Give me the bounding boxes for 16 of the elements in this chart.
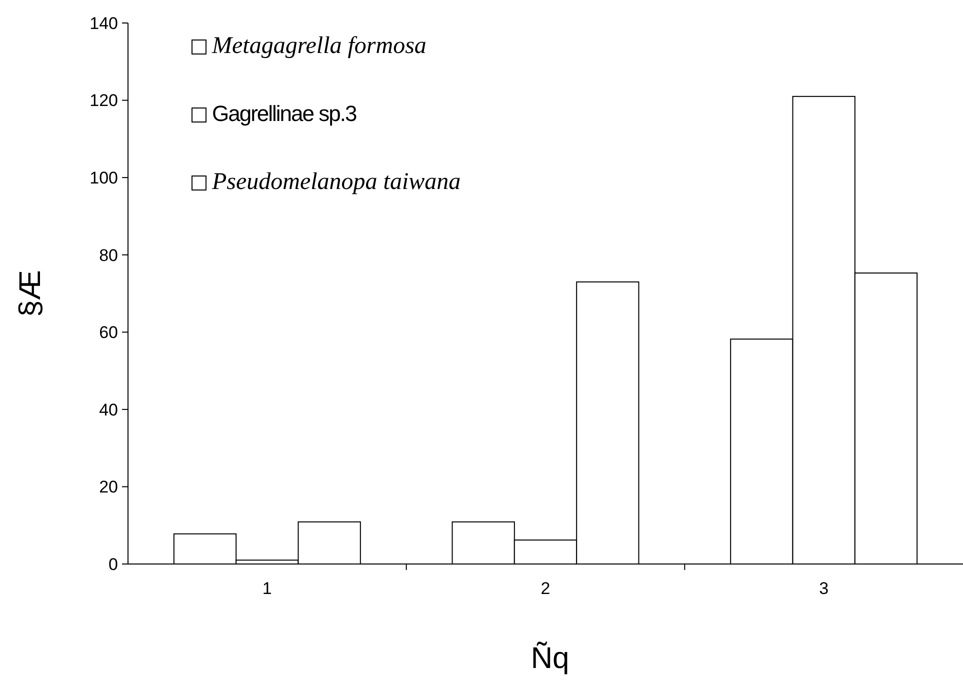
y-tick-label: 140 bbox=[90, 14, 118, 33]
y-tick-label: 80 bbox=[99, 246, 118, 265]
y-tick-label: 40 bbox=[99, 400, 118, 420]
y-tick-label: 120 bbox=[90, 91, 118, 110]
x-tick-label: 3 bbox=[819, 579, 829, 598]
y-axis-title: §Æ bbox=[14, 270, 47, 317]
x-tick-label: 1 bbox=[262, 579, 272, 598]
y-tick-label: 20 bbox=[99, 478, 118, 497]
legend-label: Pseudomelanopa taiwana bbox=[211, 169, 461, 195]
x-tick-label: 2 bbox=[540, 579, 550, 598]
x-axis-title: Ñq bbox=[530, 641, 570, 675]
y-tick-label: 100 bbox=[90, 168, 118, 188]
y-tick-label: 0 bbox=[108, 554, 118, 574]
legend-label: Gagrellinae sp.3 bbox=[212, 101, 357, 126]
legend-label: Metagagrella formosa bbox=[211, 33, 426, 59]
y-tick-label: 60 bbox=[99, 323, 118, 342]
